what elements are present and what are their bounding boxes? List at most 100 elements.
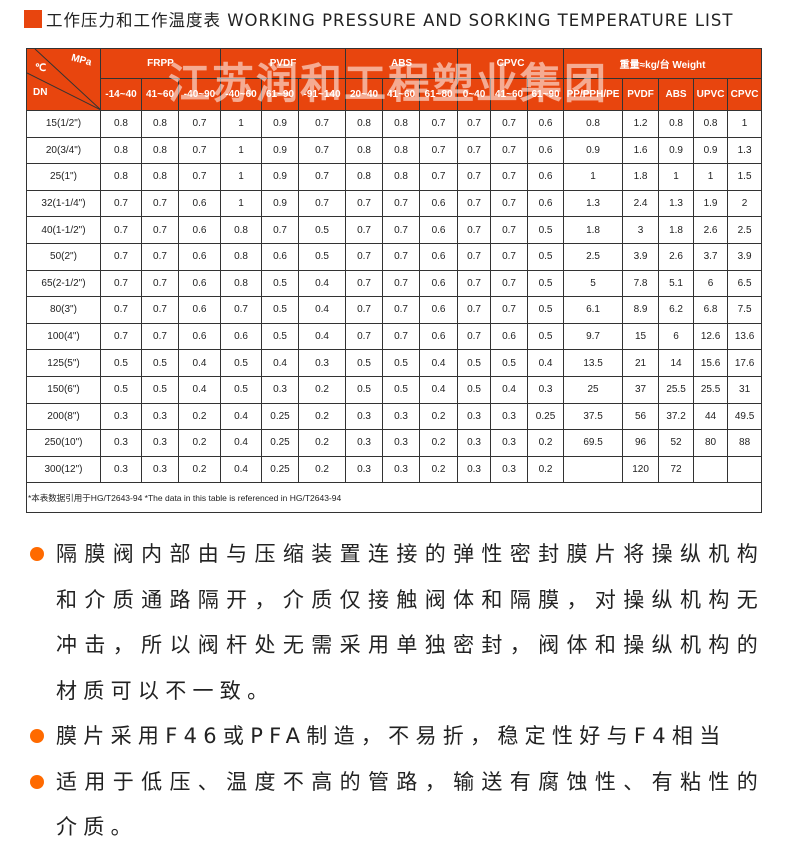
value-cell: 0.7 <box>345 216 384 244</box>
value-cell: 3.7 <box>693 242 729 271</box>
value-cell: 0.7 <box>141 296 179 324</box>
value-cell: 0.5 <box>345 375 384 404</box>
subheader: 61~90 <box>527 78 565 111</box>
value-cell: 0.3 <box>382 455 421 484</box>
value-cell: 0.5 <box>345 349 384 377</box>
bullet-dot-icon <box>30 729 44 743</box>
subheader: ABS <box>658 78 695 111</box>
dn-cell: 125(5") <box>26 349 101 377</box>
value-cell: 0.8 <box>382 110 421 138</box>
value-cell: 0.3 <box>490 455 529 484</box>
value-cell: 0.7 <box>419 163 459 191</box>
value-cell: 0.4 <box>261 349 300 377</box>
value-cell: 0.7 <box>490 216 529 244</box>
value-cell: 6.8 <box>693 296 729 324</box>
group-weight: 重量≈kg/台 Weight <box>563 48 763 79</box>
value-cell: 1.5 <box>727 163 763 191</box>
value-cell: 0.4 <box>298 322 347 351</box>
value-cell: 0.7 <box>490 269 529 298</box>
value-cell: 0.9 <box>261 110 300 138</box>
value-cell: 0.7 <box>457 163 492 191</box>
value-cell: 0.7 <box>457 269 492 298</box>
value-cell: 0.5 <box>490 349 529 377</box>
value-cell: 88 <box>727 429 763 457</box>
value-cell: 0.8 <box>382 136 421 165</box>
value-cell: 0.5 <box>100 375 142 404</box>
value-cell: 0.8 <box>382 163 421 191</box>
value-cell: 0.3 <box>141 402 179 431</box>
value-cell: 0.5 <box>220 375 263 404</box>
table-row: 15(1/2") 0.8 0.8 0.7 1 0.9 0.7 0.8 0.8 0.7 0.7 0.7 0… <box>26 110 763 138</box>
value-cell: 0.6 <box>527 136 565 165</box>
value-cell: 0.7 <box>345 269 384 298</box>
dn-cell: 200(8") <box>26 402 101 431</box>
value-cell: 44 <box>693 402 729 431</box>
value-cell: 2.6 <box>658 242 695 271</box>
value-cell: 0.7 <box>100 322 142 351</box>
subheader: -40~90 <box>177 78 222 111</box>
value-cell: 0.5 <box>261 296 300 324</box>
value-cell: 14 <box>658 349 695 377</box>
value-cell: 1.9 <box>693 189 729 218</box>
value-cell: 0.3 <box>345 455 384 484</box>
value-cell: 2.4 <box>622 189 660 218</box>
value-cell: 0.7 <box>298 163 347 191</box>
value-cell: 0.4 <box>220 429 263 457</box>
value-cell: 0.7 <box>382 296 421 324</box>
dn-cell: 20(3/4") <box>26 136 101 165</box>
value-cell: 6.1 <box>563 296 624 324</box>
table-row: 65(2-1/2") 0.7 0.7 0.6 0.8 0.5 0.4 0.7 0.7 0.6 0.7… <box>26 269 763 298</box>
subheader: 0~40 <box>457 78 492 111</box>
value-cell: 0.6 <box>419 216 459 244</box>
value-cell: 0.7 <box>141 216 179 244</box>
value-cell: 1.8 <box>563 216 624 244</box>
value-cell: 0.6 <box>220 322 263 351</box>
dn-cell: 300(12") <box>26 455 101 484</box>
value-cell: 0.5 <box>382 349 421 377</box>
value-cell: 0.5 <box>382 375 421 404</box>
value-cell: 0.7 <box>298 136 347 165</box>
table-row: 300(12") 0.3 0.3 0.2 0.4 0.25 0.2 0.3 0.3 0.2 0.3 0… <box>26 455 763 484</box>
value-cell: 15.6 <box>693 349 729 377</box>
value-cell: 0.25 <box>527 402 565 431</box>
value-cell: 0.5 <box>261 322 300 351</box>
value-cell: 0.4 <box>298 296 347 324</box>
value-cell: 1 <box>220 136 263 165</box>
value-cell: 31 <box>727 375 763 404</box>
table-footnote: *本表数据引用于HG/T2643-94 *The data in this ta… <box>25 482 763 514</box>
value-cell: 56 <box>622 402 660 431</box>
value-cell: 0.3 <box>382 429 421 457</box>
value-cell: 0.3 <box>457 455 492 484</box>
value-cell: 21 <box>622 349 660 377</box>
value-cell: 1 <box>220 189 263 218</box>
value-cell: 0.25 <box>261 455 300 484</box>
group-cpvc: CPVC <box>457 48 565 79</box>
value-cell: 0.6 <box>177 189 222 218</box>
value-cell: 5 <box>563 269 624 298</box>
subheader: PP/PPH/PE <box>563 78 624 111</box>
value-cell: 0.2 <box>527 429 565 457</box>
value-cell: 1.3 <box>727 136 763 165</box>
value-cell: 0.3 <box>261 375 300 404</box>
value-cell: 0.4 <box>177 349 222 377</box>
value-cell: 0.7 <box>298 189 347 218</box>
value-cell: 0.7 <box>457 189 492 218</box>
value-cell: 1.6 <box>622 136 660 165</box>
value-cell: 0.2 <box>419 429 459 457</box>
value-cell: 0.6 <box>527 189 565 218</box>
value-cell: 0.7 <box>141 189 179 218</box>
value-cell: 69.5 <box>563 429 624 457</box>
value-cell: 0.6 <box>177 322 222 351</box>
value-cell: 7.8 <box>622 269 660 298</box>
value-cell: 0.6 <box>527 110 565 138</box>
table-row: 40(1-1/2") 0.7 0.7 0.6 0.8 0.7 0.5 0.7 0.7 0.6 0.7… <box>26 216 763 244</box>
value-cell: 12.6 <box>693 322 729 351</box>
pressure-temperature-table: ℃ MPa DN FRPP PVDF ABS CPVC 重量≈kg/台 Weig… <box>25 48 763 514</box>
feature-list: 隔膜阀内部由与压缩装置连接的弹性密封膜片将操纵机构和介质通路隔开，介质仅接触阀体… <box>30 532 764 851</box>
value-cell: 13.5 <box>563 349 624 377</box>
value-cell: 0.8 <box>100 136 142 165</box>
value-cell: 25.5 <box>693 375 729 404</box>
value-cell: 0.5 <box>141 375 179 404</box>
value-cell: 0.3 <box>527 375 565 404</box>
table-row: 80(3") 0.7 0.7 0.6 0.7 0.5 0.4 0.7 0.7 0.6 0.7 0.7 0… <box>26 296 763 324</box>
